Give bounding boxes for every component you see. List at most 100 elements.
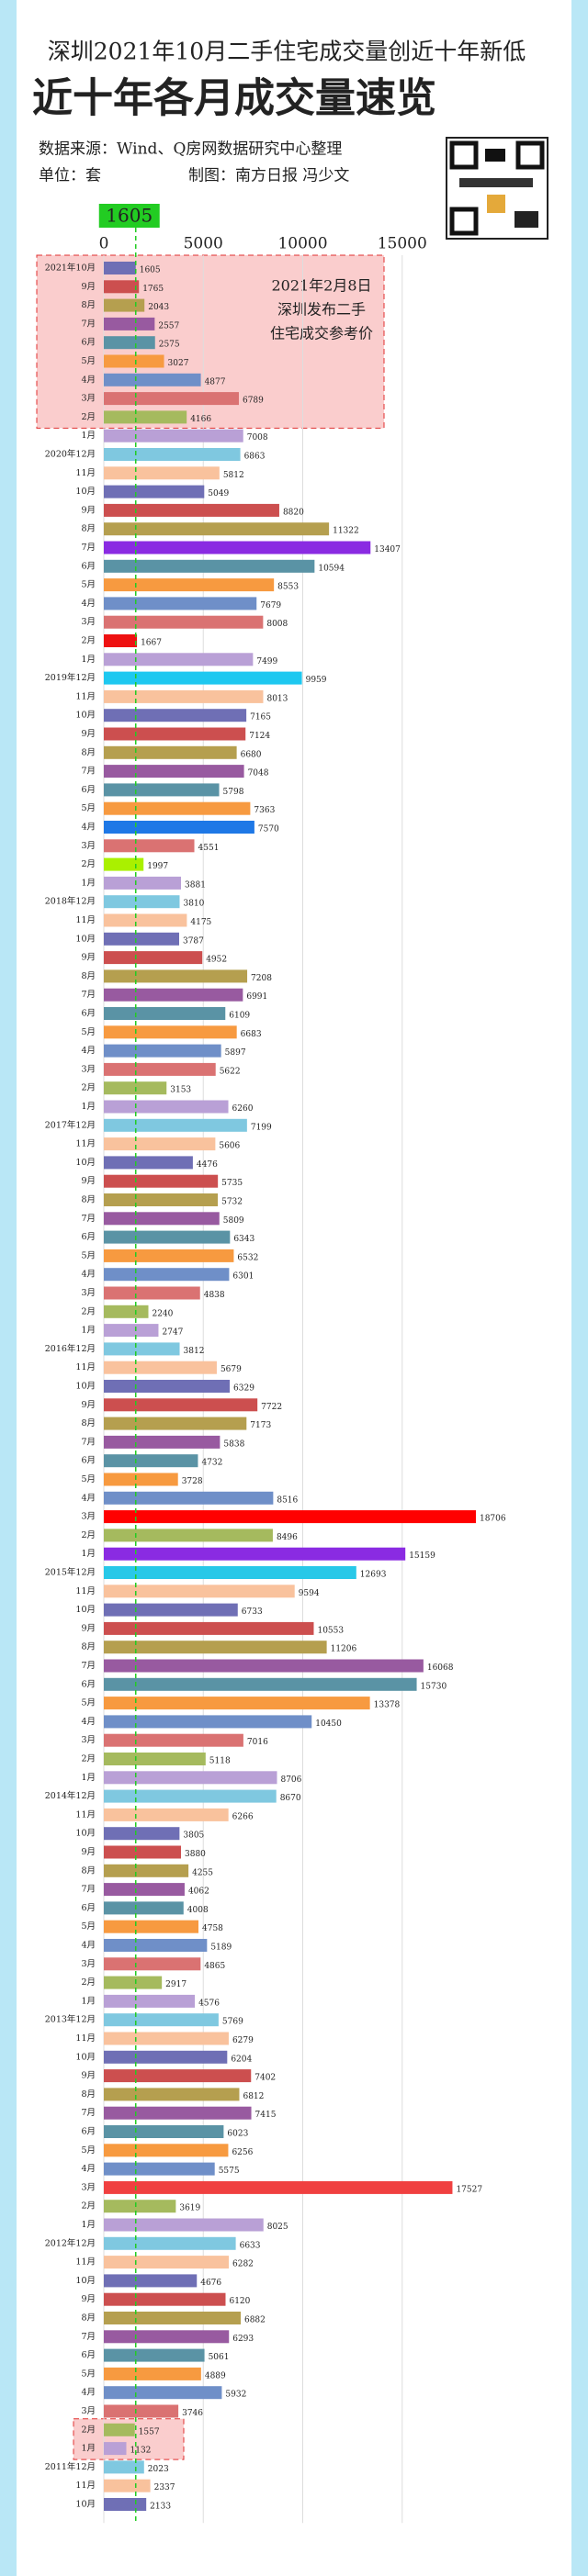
category-label: 2011年12月 [45,2461,96,2472]
category-label: 5月 [81,1027,96,1037]
category-label: 8月 [81,747,96,757]
value-label: 2747 [162,1328,183,1338]
value-label: 2557 [158,321,179,330]
value-label: 2917 [165,1980,187,1989]
value-label: 6991 [246,992,267,1002]
bar [104,522,330,536]
value-label: 5622 [220,1067,241,1076]
value-label: 4175 [190,918,211,927]
category-label: 10月 [75,2276,96,2286]
unit: 单位：套 [39,167,101,185]
value-label: 7199 [251,1123,272,1132]
value-label: 3787 [183,936,204,946]
category-label: 4月 [81,375,96,385]
category-label: 3月 [81,1735,96,1745]
bar [104,2013,219,2027]
bar [104,1473,178,1486]
bar [104,1249,234,1262]
bar [104,2479,151,2492]
category-label: 4月 [81,2164,96,2174]
category-label: 11月 [75,691,96,701]
category-label: 11月 [75,1809,96,1820]
value-label: 5679 [220,1365,242,1374]
value-label: 6293 [232,2335,254,2344]
bar [104,1621,314,1635]
value-label: 17527 [456,2185,482,2194]
bar [104,1100,229,1114]
bar [104,895,180,909]
bar [104,1603,238,1617]
value-label: 4062 [188,1887,209,1897]
value-label: 7570 [258,825,279,834]
category-label: 2月 [81,636,96,646]
category-label: 10月 [75,2052,96,2062]
category-label: 9月 [81,282,96,292]
category-label: 8月 [81,2089,96,2100]
bar [104,689,264,703]
bar [104,1212,220,1226]
bar [104,1529,273,1542]
value-label: 9959 [306,676,327,685]
value-label: 8670 [280,1794,301,1803]
value-label: 3805 [183,1831,204,1841]
value-label: 4255 [192,1868,213,1877]
bar [104,1957,201,1971]
bar [104,503,279,517]
value-label: 8496 [277,1533,298,1542]
bar [104,1062,216,1076]
category-label: 5月 [81,1921,96,1932]
bar [104,2386,222,2400]
value-label: 2240 [152,1309,173,1318]
bar [104,839,195,853]
x-tick-label: 10000 [277,235,327,253]
bar [104,1827,180,1841]
value-label: 10594 [318,564,345,573]
value-label: 15159 [409,1551,435,1561]
value-label: 1605 [140,266,161,275]
x-tick-label: 0 [99,235,109,253]
value-label: 1667 [141,639,162,648]
category-label: 6月 [81,1009,96,1019]
value-label: 1997 [147,862,168,871]
value-label: 4676 [200,2279,221,2288]
category-label: 4月 [81,2388,96,2398]
category-label: 11月 [75,2033,96,2044]
category-label: 9月 [81,1400,96,1410]
value-label: 5049 [208,489,229,498]
reference-label-box [98,204,160,228]
category-label: 7月 [81,1661,96,1671]
category-label: 6月 [81,561,96,571]
category-label: 6月 [81,338,96,348]
value-label: 3881 [185,880,206,890]
bar [104,727,246,741]
credit: 制图：南方日报 冯少文 [188,167,349,185]
value-label: 5061 [209,2353,230,2362]
value-label: 6329 [233,1384,254,1394]
bar [104,932,179,946]
category-label: 2013年12月 [45,2014,96,2025]
value-label: 12693 [360,1571,387,1580]
category-label: 9月 [81,2071,96,2081]
value-label: 7165 [250,713,271,722]
x-tick-label: 5000 [184,235,223,253]
value-label: 7402 [254,2074,276,2083]
bar [104,988,243,1002]
category-label: 2月 [81,1530,96,1540]
category-label: 10月 [75,1605,96,1615]
category-label: 5月 [81,580,96,590]
category-label: 5月 [81,2369,96,2379]
bar [104,1025,237,1039]
bar [104,1398,258,1412]
bar [104,801,251,815]
category-label: 1月 [81,1326,96,1336]
value-label: 6812 [243,2092,264,2101]
bar [104,1118,247,1132]
category-label: 9月 [81,953,96,963]
value-label: 5809 [223,1216,244,1226]
category-label: 3月 [81,2182,96,2192]
bar [104,1342,180,1356]
value-label: 2133 [150,2503,171,2512]
bar [104,1156,193,1170]
category-label: 4月 [81,1493,96,1503]
value-label: 6256 [232,2148,253,2157]
